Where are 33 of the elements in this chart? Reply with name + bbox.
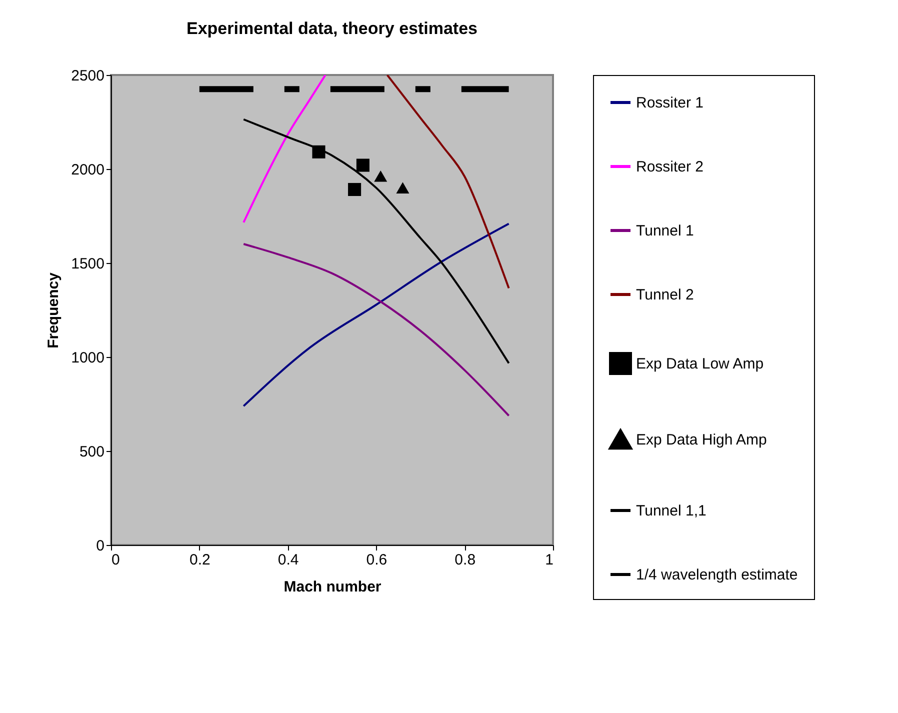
point [312,145,326,158]
legend-label: Tunnel 2 [636,286,694,304]
point [396,182,410,194]
chart-title: Experimental data, theory estimates [186,19,478,38]
line-series [386,75,510,290]
point [356,158,370,172]
legend-label: Exp Data High Amp [636,432,767,448]
y-tick-label: 1000 [71,350,104,366]
x-tick-label: 0.4 [278,552,299,568]
y-tick-label: 500 [79,444,104,460]
y-tick-label: 1500 [71,256,104,272]
x-axis-title: Mach number [284,578,382,596]
y-tick-label: 2000 [71,162,104,178]
line-series [242,75,326,224]
x-tick-label: 1 [545,552,554,568]
line-series [242,243,510,417]
y-axis-title: Frequency [45,272,62,348]
point [348,182,362,196]
x-tick-label: 0.2 [189,552,210,568]
legend-label: Tunnel 1,1 [636,502,706,520]
x-tick-label: 0.6 [366,552,388,568]
y-tick-label: 0 [96,538,104,554]
legend-label: Rossiter 1 [636,94,704,112]
line-series [242,118,510,364]
x-tick-label: 0.8 [454,552,476,568]
y-tick-label: 2500 [71,68,104,84]
point [374,170,388,182]
x-tick-label: 0 [112,552,120,568]
legend-label: 1/4 wavelength estimate [636,566,798,584]
line-series [242,222,510,408]
legend-label: Exp Data Low Amp [636,356,764,372]
legend-label: Tunnel 1 [636,222,694,240]
legend-label: Rossiter 2 [636,158,704,176]
